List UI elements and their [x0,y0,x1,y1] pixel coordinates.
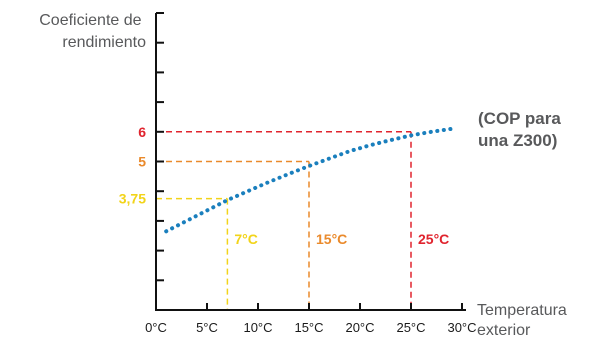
reference-temp-label: 15°C [316,231,347,247]
x-tick-label: 15°C [294,320,323,335]
series-label: (COP para una Z300) [478,109,566,150]
tick-labels: 0°C 5°C 10°C 15°C 20°C 25°C 30°C 3,75 7°C 5 15°C 6 2… [119,124,477,335]
reference-value-label: 3,75 [119,191,146,207]
x-tick-label: 20°C [345,320,374,335]
x-tick-label: 10°C [243,320,272,335]
x-tick-label: 30°C [447,320,476,335]
x-tick-label: 5°C [196,320,218,335]
x-tick-label: 0°C [145,320,167,335]
series-layer [164,126,454,234]
reference-value-label: 5 [138,154,146,170]
x-tick-label: 25°C [396,320,425,335]
reference-temp-label: 25°C [418,231,449,247]
y-axis-title: Coeficiente de rendimiento [39,12,146,51]
reference-temp-label: 7°C [234,231,258,247]
axes [155,12,466,311]
reference-value-label: 6 [138,124,146,140]
cop-series-line [164,126,454,234]
reference-guides [156,131,412,310]
x-axis-title: Temperatura exterior [477,302,571,338]
